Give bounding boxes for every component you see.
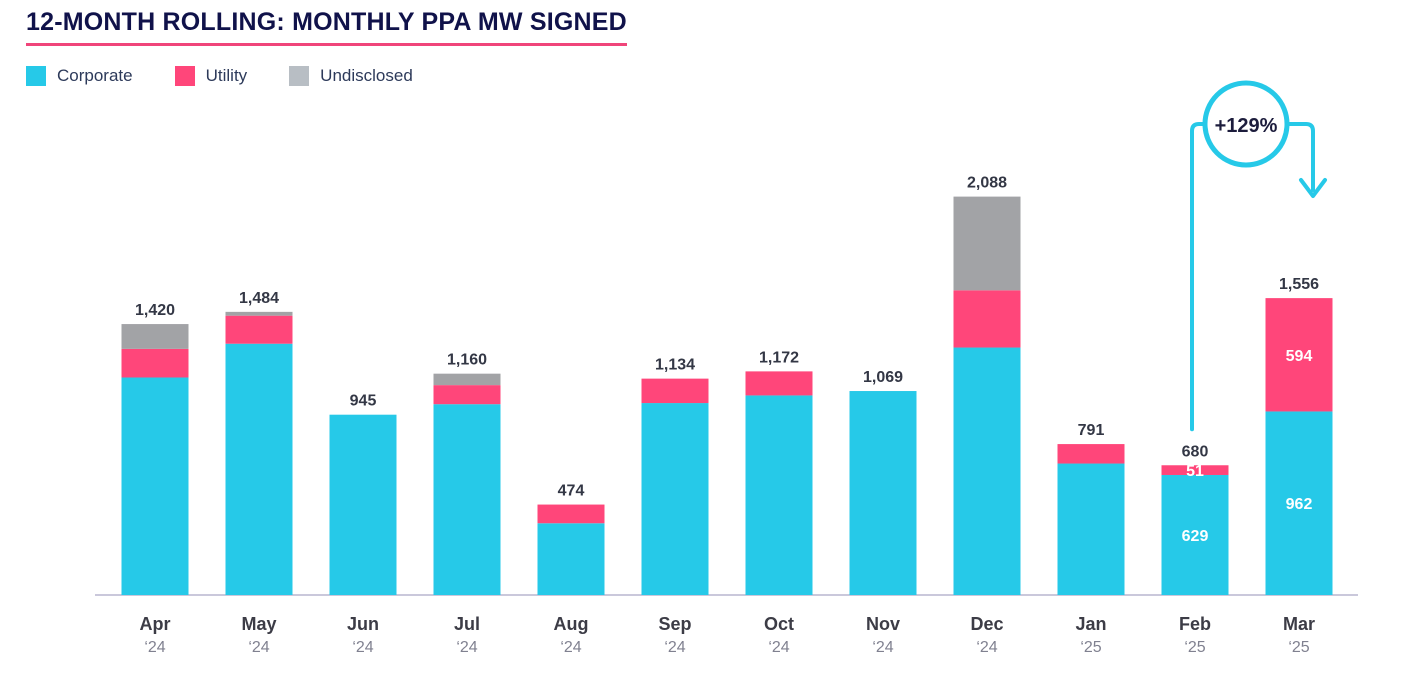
x-tick-month-nov: Nov <box>866 614 900 634</box>
x-tick-year-mar: ‘25 <box>1288 639 1309 656</box>
total-label-jan: 791 <box>1078 422 1105 439</box>
x-tick-month-jan: Jan <box>1075 614 1106 634</box>
bar-apr-corporate <box>121 377 189 595</box>
bar-apr-undisclosed <box>121 324 189 349</box>
segment-label-mar-utility: 594 <box>1286 348 1313 365</box>
bar-sep-utility <box>641 378 709 404</box>
bar-jul-utility <box>433 385 501 405</box>
legend-item-corporate: Corporate <box>26 66 133 86</box>
x-tick-year-sep: ‘24 <box>664 639 685 656</box>
bar-aug-utility <box>537 504 605 524</box>
segment-label-feb-utility: 51 <box>1186 463 1204 480</box>
bar-mar-utility <box>1265 298 1333 412</box>
legend-swatch-undisclosed <box>289 66 310 86</box>
x-tick-year-feb: ‘25 <box>1184 639 1205 656</box>
bar-feb-corporate <box>1161 474 1229 595</box>
bar-dec-utility <box>953 290 1021 348</box>
bar-aug-corporate <box>537 523 605 595</box>
total-label-sep: 1,134 <box>655 357 695 374</box>
bar-apr-utility <box>121 348 189 378</box>
x-tick-month-jul: Jul <box>454 614 480 634</box>
bar-nov-corporate <box>849 391 917 595</box>
legend: Corporate Utility Undisclosed <box>26 66 413 86</box>
legend-item-utility: Utility <box>174 66 248 86</box>
legend-item-undisclosed: Undisclosed <box>289 66 413 86</box>
x-tick-year-dec: ‘24 <box>976 639 997 656</box>
bar-jul-corporate <box>433 404 501 595</box>
x-tick-month-may: May <box>241 614 276 634</box>
bar-mar-corporate <box>1265 411 1333 595</box>
x-tick-year-jan: ‘25 <box>1080 639 1101 656</box>
growth-arrow-head <box>1299 178 1327 198</box>
legend-label-undisclosed: Undisclosed <box>320 66 413 85</box>
legend-label-corporate: Corporate <box>57 66 133 85</box>
total-label-oct: 1,172 <box>759 349 799 366</box>
total-label-feb: 680 <box>1182 443 1209 460</box>
x-tick-month-jun: Jun <box>347 614 379 634</box>
x-tick-year-jun: ‘24 <box>352 639 373 656</box>
total-label-jul: 1,160 <box>447 352 487 369</box>
x-tick-month-oct: Oct <box>764 614 794 634</box>
bar-may-undisclosed <box>225 311 293 316</box>
bar-sep-corporate <box>641 403 709 595</box>
total-label-jun: 945 <box>350 393 377 410</box>
legend-label-utility: Utility <box>205 66 248 85</box>
bar-jan-utility <box>1057 444 1125 464</box>
x-tick-month-apr: Apr <box>140 614 171 634</box>
bar-oct-utility <box>745 371 813 396</box>
bar-jul-undisclosed <box>433 373 501 386</box>
bar-oct-corporate <box>745 395 813 595</box>
bar-may-corporate <box>225 343 293 595</box>
x-tick-year-nov: ‘24 <box>872 639 893 656</box>
bar-dec-undisclosed <box>953 196 1021 291</box>
growth-badge-circle <box>1202 80 1290 168</box>
x-tick-month-feb: Feb <box>1179 614 1211 634</box>
x-tick-year-may: ‘24 <box>248 639 269 656</box>
total-label-nov: 1,069 <box>863 369 903 386</box>
x-tick-year-apr: ‘24 <box>144 639 165 656</box>
bar-dec-corporate <box>953 347 1021 595</box>
x-tick-month-sep: Sep <box>658 614 691 634</box>
segment-label-mar-corporate: 962 <box>1286 496 1313 513</box>
x-tick-year-aug: ‘24 <box>560 639 581 656</box>
legend-swatch-utility <box>174 66 195 86</box>
bar-jun-corporate <box>329 414 397 595</box>
chart-title: 12-MONTH ROLLING: MONTHLY PPA MW SIGNED <box>26 8 627 46</box>
x-tick-month-dec: Dec <box>970 614 1003 634</box>
bar-jan-corporate <box>1057 463 1125 595</box>
total-label-dec: 2,088 <box>967 175 1007 192</box>
bar-may-utility <box>225 315 293 344</box>
total-label-mar: 1,556 <box>1279 276 1319 293</box>
growth-badge-label: +129% <box>1215 115 1278 137</box>
total-label-may: 1,484 <box>239 290 279 307</box>
x-tick-year-oct: ‘24 <box>768 639 789 656</box>
legend-swatch-corporate <box>26 66 46 86</box>
total-label-aug: 474 <box>558 483 585 500</box>
bar-feb-utility <box>1161 465 1229 475</box>
total-label-apr: 1,420 <box>135 302 175 319</box>
x-tick-month-aug: Aug <box>554 614 589 634</box>
growth-arrow-line <box>1190 122 1315 432</box>
x-tick-year-jul: ‘24 <box>456 639 477 656</box>
segment-label-feb-corporate: 629 <box>1182 528 1209 545</box>
x-tick-month-mar: Mar <box>1283 614 1315 634</box>
